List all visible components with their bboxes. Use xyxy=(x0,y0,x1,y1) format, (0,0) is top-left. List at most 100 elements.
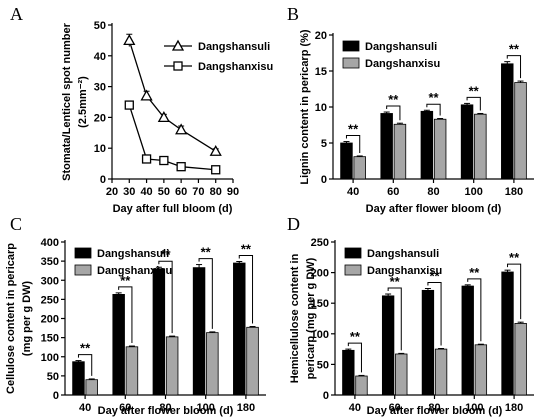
panel-A-x-tick-label: 80 xyxy=(210,186,222,198)
panel-A-x-tick-label: 50 xyxy=(158,186,170,198)
panel-B-x-tick-label: 60 xyxy=(387,186,399,198)
panel-A-x-axis-label: Day after full bloom (d) xyxy=(113,203,233,215)
panel-C-bar-dangshansuli xyxy=(72,361,85,396)
panel-D-x-tick-label: 100 xyxy=(465,402,483,414)
panel-C-x-tick-label: 80 xyxy=(159,402,171,414)
panel-C-significance-bracket xyxy=(77,354,93,376)
panel-B-significance-bracket xyxy=(386,105,401,121)
panel-B-legend-label-0: Dangshansuli xyxy=(365,41,437,53)
panel-B-significance-bracket xyxy=(426,103,441,116)
panel-C-significance-bracket xyxy=(198,258,213,329)
panel-B-x-tick-label: 100 xyxy=(465,186,483,198)
panel-A-triangle-point xyxy=(175,123,188,135)
panel-B-bar-dangshanxisu xyxy=(514,82,527,180)
panel-D-x-tick-label: 180 xyxy=(505,402,523,414)
panel-D-y-tick-label: 0 xyxy=(323,390,329,402)
panel-A-triangle-point xyxy=(123,34,136,46)
panel-B-significance-bracket xyxy=(345,135,361,153)
panel-D-bar-dangshansuli xyxy=(501,271,514,396)
panel-B-bar-dangshanxisu xyxy=(393,123,407,180)
panel-D-y-tick-label: 150 xyxy=(311,298,329,310)
panel-B-bar-dangshansuli xyxy=(501,63,514,180)
panel-A-y-axis-label-line2: (2.5mm⁻²) xyxy=(77,76,89,128)
panel-D-significance-label: ** xyxy=(390,274,401,289)
panel-C-significance-label: ** xyxy=(80,341,91,356)
panel-A-legend-label-1: Dangshanxisu xyxy=(198,61,273,73)
panel-A-series-line-0 xyxy=(128,40,217,152)
panel-A-y-tick-label: 0 xyxy=(100,174,106,186)
panel-B-y-tick-label: 20 xyxy=(315,30,327,42)
panel-B-significance-label: ** xyxy=(428,90,439,105)
panel-D-significance-bracket xyxy=(507,263,522,320)
panel-C-y-tick-label: 400 xyxy=(41,237,59,249)
panel-D-bar-dangshanxisu xyxy=(434,348,448,396)
panel-B-legend-swatch-1 xyxy=(342,57,360,69)
panel-B-bar-dangshanxisu xyxy=(353,156,366,180)
panel-D-significance-bracket xyxy=(427,282,442,346)
panel-D-significance-label: ** xyxy=(469,265,480,280)
panel-B-x-tick-label: 80 xyxy=(427,186,439,198)
panel-D-bar-dangshansuli xyxy=(381,295,395,396)
panel-C-bar-dangshansuli xyxy=(192,267,206,396)
panel-B-significance-bracket xyxy=(506,55,522,79)
panel-C-y-axis-label-line1: Cellulose content in pericarp xyxy=(5,243,17,394)
panel-B-y-tick-label: 10 xyxy=(315,102,327,114)
panel-C-bar-dangshanxisu xyxy=(165,336,179,396)
panel-C-bar-dangshanxisu xyxy=(206,332,219,396)
panel-D-x-tick-label: 40 xyxy=(349,402,361,414)
panel-B-significance-label: ** xyxy=(469,83,480,98)
panel-B-y-tick-label: 0 xyxy=(321,174,327,186)
panel-A-legend-square-icon xyxy=(173,61,183,71)
panel-C-x-axis-label: Day after flower bloom (d) xyxy=(98,405,234,417)
panel-A-y-tick-label: 40 xyxy=(94,51,106,63)
panel-B-significance-label: ** xyxy=(509,42,520,57)
panel-D-x-axis-label: Day after flower bloom (d) xyxy=(367,405,503,417)
panel-D-y-axis-label-line2: pericarp (mg per g DW) xyxy=(305,257,317,379)
panel-D-y-tick-label: 200 xyxy=(311,268,329,280)
panel-B-legend-label-1: Dangshanxisu xyxy=(365,58,440,70)
panel-C-significance-bracket xyxy=(238,255,254,324)
panel-A-x-tick-label: 60 xyxy=(175,186,187,198)
panel-A-triangle-point xyxy=(209,144,222,156)
panel-D-significance-label: ** xyxy=(350,329,361,344)
panel-D-letter: D xyxy=(287,214,300,234)
panel-B-significance-bracket xyxy=(466,96,481,111)
panel-C-bar-dangshansuli xyxy=(112,294,125,396)
panel-C-significance-bracket xyxy=(118,286,133,344)
panel-C-significance-label: ** xyxy=(201,245,212,260)
panel-B-bar-dangshansuli xyxy=(340,142,353,180)
panel-A-letter: A xyxy=(10,4,23,24)
panel-C-significance-label: ** xyxy=(120,273,131,288)
panel-A-triangle-point xyxy=(157,111,170,123)
panel-D-bar-dangshanxisu xyxy=(355,375,368,396)
panel-D-legend-label-1: Dangshanxisu xyxy=(367,265,442,277)
panel-D-bar-dangshansuli xyxy=(421,289,435,396)
panel-B-y-axis-label: Lignin content in pericarp (%) xyxy=(299,29,311,185)
panel-D-legend-label-0: Dangshansuli xyxy=(367,248,439,260)
panel-A-y-tick-label: 10 xyxy=(94,143,106,155)
panel-D-bar-dangshanxisu xyxy=(395,353,408,396)
panel-D-x-tick-label: 60 xyxy=(389,402,401,414)
panel-C-significance-label: ** xyxy=(160,247,171,262)
panel-C-bar-dangshansuli xyxy=(152,268,166,396)
panel-D-y-tick-label: 250 xyxy=(311,237,329,249)
panel-B-bar-dangshanxisu xyxy=(474,113,487,180)
panel-D-bar-dangshansuli xyxy=(342,349,355,396)
panel-C-y-tick-label: 100 xyxy=(41,352,59,364)
panel-A-x-tick-label: 40 xyxy=(140,186,152,198)
panel-A-square-point xyxy=(211,165,221,175)
panel-B-legend-swatch-0 xyxy=(342,40,360,52)
panel-B-significance-label: ** xyxy=(348,122,359,137)
panel-C-y-tick-label: 200 xyxy=(41,314,59,326)
panel-C-x-tick-label: 100 xyxy=(197,402,215,414)
panel-C-x-tick-label: 60 xyxy=(119,402,131,414)
panel-B-x-axis-label: Day after flower bloom (d) xyxy=(366,203,502,215)
panel-C-bar-dangshansuli xyxy=(233,262,246,396)
panel-C-significance-bracket xyxy=(158,260,173,334)
panel-A-x-tick-label: 30 xyxy=(123,186,135,198)
panel-A-triangle-point xyxy=(140,89,153,101)
panel-A-square-point xyxy=(176,162,186,172)
panel-A-square-point xyxy=(141,154,152,164)
panel-C-y-axis-label-line2: (mg per g DW) xyxy=(21,281,33,356)
